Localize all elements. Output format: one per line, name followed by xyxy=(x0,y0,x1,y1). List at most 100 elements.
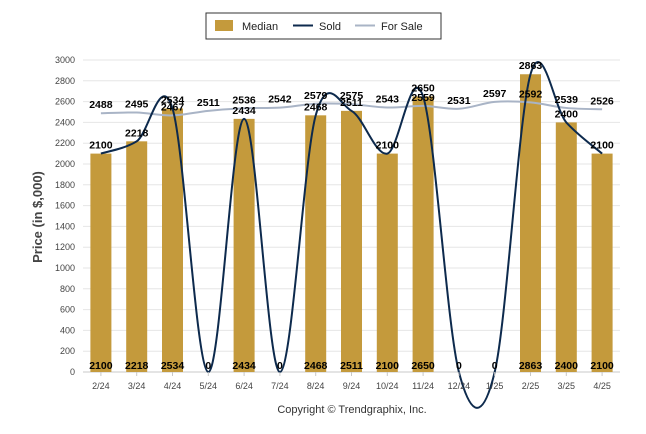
median-data-label: 2863 xyxy=(519,360,543,372)
median-data-label: 2100 xyxy=(590,360,614,372)
sold-data-label: 2468 xyxy=(304,101,328,113)
for-sale-data-label: 2526 xyxy=(590,95,614,107)
data-labels: 2488 2495 2467 2511 2536 2542 2579 2575 2543 2559… xyxy=(89,60,614,372)
sold-data-label: 2511 xyxy=(340,97,363,109)
y-tick-label: 200 xyxy=(60,346,75,356)
for-sale-data-label: 2543 xyxy=(376,94,400,106)
legend: Median Sold For Sale xyxy=(205,12,442,40)
median-data-label: 2434 xyxy=(232,360,256,372)
x-tick-label: 4/24 xyxy=(164,381,182,391)
median-bar xyxy=(555,122,577,373)
median-data-label: 2650 xyxy=(411,360,435,372)
for-sale-data-label: 2592 xyxy=(519,88,543,100)
x-tick-label: 8/24 xyxy=(307,381,325,391)
y-tick-label: 2600 xyxy=(55,97,75,107)
y-tick-label: 1600 xyxy=(55,201,75,211)
legend-frame xyxy=(205,12,442,40)
y-tick-label: 400 xyxy=(60,325,75,335)
sold-data-label: 2100 xyxy=(89,140,113,152)
sold-data-label: 0 xyxy=(456,360,462,372)
for-sale-data-label: 2495 xyxy=(125,99,149,111)
median-bar xyxy=(233,118,255,372)
median-data-label: 2468 xyxy=(304,360,328,372)
legend-swatch-median xyxy=(215,20,233,31)
for-sale-data-label: 2575 xyxy=(340,90,364,102)
y-tick-label: 1400 xyxy=(55,221,75,231)
sold-data-label: 0 xyxy=(277,360,283,372)
median-data-label: 2100 xyxy=(376,360,400,372)
x-tick-label: 3/24 xyxy=(128,381,146,391)
for-sale-data-label: 2542 xyxy=(268,94,292,106)
y-tick-label: 1200 xyxy=(55,242,75,252)
for-sale-data-label: 2467 xyxy=(161,101,185,113)
sold-data-label: 2534 xyxy=(161,94,185,106)
x-tick-label: 10/24 xyxy=(376,381,399,391)
y-tick-label: 800 xyxy=(60,284,75,294)
x-tick-label: 2/24 xyxy=(92,381,110,391)
y-axis-title: Price (in $,000) xyxy=(30,171,45,263)
median-bar xyxy=(126,141,148,372)
median-bar xyxy=(412,96,434,373)
median-bar xyxy=(591,153,613,372)
legend-label-for-sale: For Sale xyxy=(381,21,423,33)
x-tick-label: 4/25 xyxy=(593,381,611,391)
median-data-label: 2218 xyxy=(125,360,149,372)
x-tick-label: 6/24 xyxy=(235,381,253,391)
line-series xyxy=(100,61,603,409)
sold-data-label: 2218 xyxy=(125,127,149,139)
y-tick-label: 3000 xyxy=(55,55,75,65)
for-sale-data-label: 2511 xyxy=(197,97,220,109)
y-tick-label: 600 xyxy=(60,305,75,315)
for-sale-data-label: 2531 xyxy=(447,95,471,107)
x-tick-label: 2/25 xyxy=(522,381,540,391)
sold-data-label: 2100 xyxy=(590,140,614,152)
sold-line xyxy=(100,61,603,409)
x-tick-label: 11/24 xyxy=(412,381,434,391)
for-sale-data-label: 2539 xyxy=(555,94,579,106)
sold-data-label: 2863 xyxy=(519,60,543,72)
sold-data-label: 2100 xyxy=(376,140,400,152)
x-tick-label: 1/25 xyxy=(486,381,504,391)
x-tick-label: 9/24 xyxy=(343,381,361,391)
x-axis-ticks: 2/24 3/24 4/24 5/24 6/24 7/24 8/24 9/24 10/24 11/… xyxy=(92,372,611,391)
median-data-label: 2400 xyxy=(555,360,579,372)
y-tick-label: 2000 xyxy=(55,159,75,169)
y-tick-label: 2200 xyxy=(55,138,75,148)
y-tick-label: 1000 xyxy=(55,263,75,273)
median-bar xyxy=(90,153,112,372)
sold-data-label: 2434 xyxy=(232,105,256,117)
for-sale-data-label: 2488 xyxy=(89,99,113,111)
sold-data-label: 0 xyxy=(205,360,211,372)
y-tick-label: 2400 xyxy=(55,117,75,127)
legend-label-sold: Sold xyxy=(319,21,341,33)
median-bar xyxy=(520,74,541,373)
copyright-text: Copyright © Trendgraphix, Inc. xyxy=(277,404,426,416)
for-sale-data-label: 2559 xyxy=(411,92,435,104)
x-tick-label: 5/24 xyxy=(200,381,218,391)
x-tick-label: 7/24 xyxy=(271,381,289,391)
sold-data-label: 2650 xyxy=(411,82,435,94)
for-sale-data-label: 2579 xyxy=(304,90,328,102)
median-data-label: 2511 xyxy=(340,360,363,372)
median-bar xyxy=(376,153,398,372)
for-sale-data-label: 2536 xyxy=(232,94,256,106)
for-sale-data-label: 2597 xyxy=(483,88,507,100)
x-tick-label: 3/25 xyxy=(558,381,576,391)
for-sale-line xyxy=(100,100,603,117)
sold-data-label: 0 xyxy=(492,360,498,372)
y-axis-ticks: 0 200 400 600 800 1000 1200 1400 1600 1800 2000 220… xyxy=(55,55,75,377)
y-tick-label: 2800 xyxy=(55,76,75,86)
y-tick-label: 0 xyxy=(70,367,75,377)
y-tick-label: 1800 xyxy=(55,180,75,190)
median-bar xyxy=(162,108,183,373)
median-data-label: 2100 xyxy=(89,360,113,372)
x-tick-label: 12/24 xyxy=(448,381,471,391)
median-bar xyxy=(341,110,362,372)
sold-data-label: 2400 xyxy=(555,108,579,120)
median-data-label: 2534 xyxy=(161,360,185,372)
median-bars xyxy=(90,74,613,373)
legend-label-median: Median xyxy=(242,21,278,33)
median-bar xyxy=(305,115,327,372)
